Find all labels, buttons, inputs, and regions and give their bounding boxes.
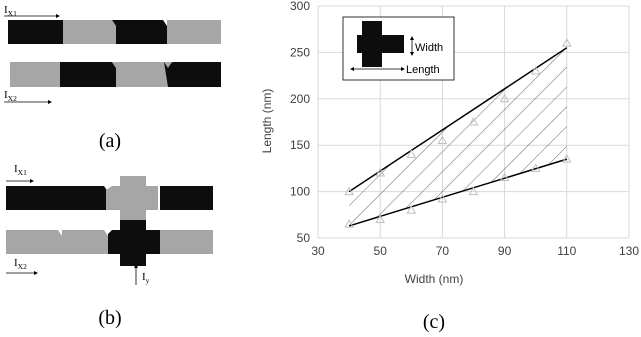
inset-legend: Width Length [342, 16, 455, 81]
marker-upper [499, 93, 510, 103]
marker-upper [437, 135, 448, 145]
current-label-ix1-b: IX1 [14, 163, 27, 177]
wire-segment-dark [6, 186, 58, 210]
wire-segment-dark [58, 186, 108, 210]
y-tick-label: 100 [290, 185, 310, 199]
marker-lower [468, 186, 479, 196]
arrowhead-iy [134, 264, 138, 268]
x-tick-label: 70 [436, 244, 450, 258]
upper-bound-line [348, 47, 568, 193]
x-tick-label: 90 [498, 244, 512, 258]
arrowhead-ix1-a [56, 14, 60, 18]
inset-cross-icon [357, 21, 404, 67]
current-label-ix2-a: IX2 [4, 89, 17, 103]
x-tick-label: 110 [557, 244, 576, 258]
y-tick-label: 250 [290, 45, 310, 59]
marker-lower [344, 219, 354, 228]
wire-segment-light [63, 20, 120, 44]
arrowhead-ix2-b [34, 271, 38, 275]
current-label-ix2-b: IX2 [14, 257, 27, 271]
wire-top-b [6, 176, 213, 220]
wire-segment-dark [8, 20, 63, 44]
y-tick-label: 300 [290, 0, 310, 13]
cross-junction-light [106, 176, 158, 220]
y-axis-title: Length (nm) [260, 89, 274, 154]
current-label-iy: Iy [142, 271, 150, 285]
inset-length-label: Length [406, 64, 440, 76]
y-tick-label: 150 [290, 138, 310, 152]
x-tick-label: 50 [374, 244, 388, 258]
wire-segment-light [112, 62, 171, 87]
feasible-region [349, 47, 567, 226]
hatched-region [349, 47, 567, 226]
wire-segment-light [62, 230, 108, 254]
marker-lower [437, 194, 448, 203]
marker-upper [375, 168, 386, 177]
x-tick-label: 30 [311, 244, 325, 258]
wire-bottom-b [6, 220, 213, 266]
panel-b: IX1 IX2 Iy (b) [6, 163, 213, 329]
lower-bound-line [348, 158, 568, 227]
marker-lower [499, 172, 510, 182]
marker-upper [530, 65, 541, 75]
cross-junction-dark [108, 220, 160, 266]
arrowhead-ix1-b [30, 179, 34, 183]
wire-segment-dark [160, 186, 213, 210]
marker-upper [344, 186, 354, 196]
marker-upper [406, 149, 417, 158]
wire-segment-light [167, 20, 221, 44]
panel-a: IX1 IX2 (a) [4, 4, 221, 152]
marker-lower [561, 154, 572, 163]
bound-lines [348, 47, 568, 227]
panel-label-b: (b) [98, 307, 121, 329]
x-tick-label: 130 [619, 244, 639, 258]
wire-segment-light [160, 230, 213, 254]
panel-label-c: (c) [423, 311, 445, 333]
marker-upper [561, 38, 572, 47]
marker-lower [406, 205, 417, 214]
marker-lower [530, 163, 541, 172]
y-tick-label: 50 [297, 231, 311, 245]
wire-segment-light [10, 62, 63, 87]
wire-segment-dark [60, 62, 120, 87]
arrowhead-ix2-a [48, 100, 52, 104]
current-label-ix1-a: IX1 [4, 4, 17, 18]
data-markers [344, 38, 572, 228]
wire-segment-dark [164, 62, 221, 87]
wire-segment-dark [112, 20, 171, 44]
y-tick-label: 200 [290, 92, 310, 106]
marker-lower [375, 214, 386, 223]
panel-label-a: (a) [99, 130, 121, 152]
inset-width-label: Width [415, 42, 443, 54]
wire-segment-light [6, 230, 66, 254]
wire-top-a [8, 20, 221, 44]
wire-bottom-a [10, 62, 221, 87]
marker-upper [468, 116, 479, 126]
x-axis-title: Width (nm) [405, 272, 464, 286]
